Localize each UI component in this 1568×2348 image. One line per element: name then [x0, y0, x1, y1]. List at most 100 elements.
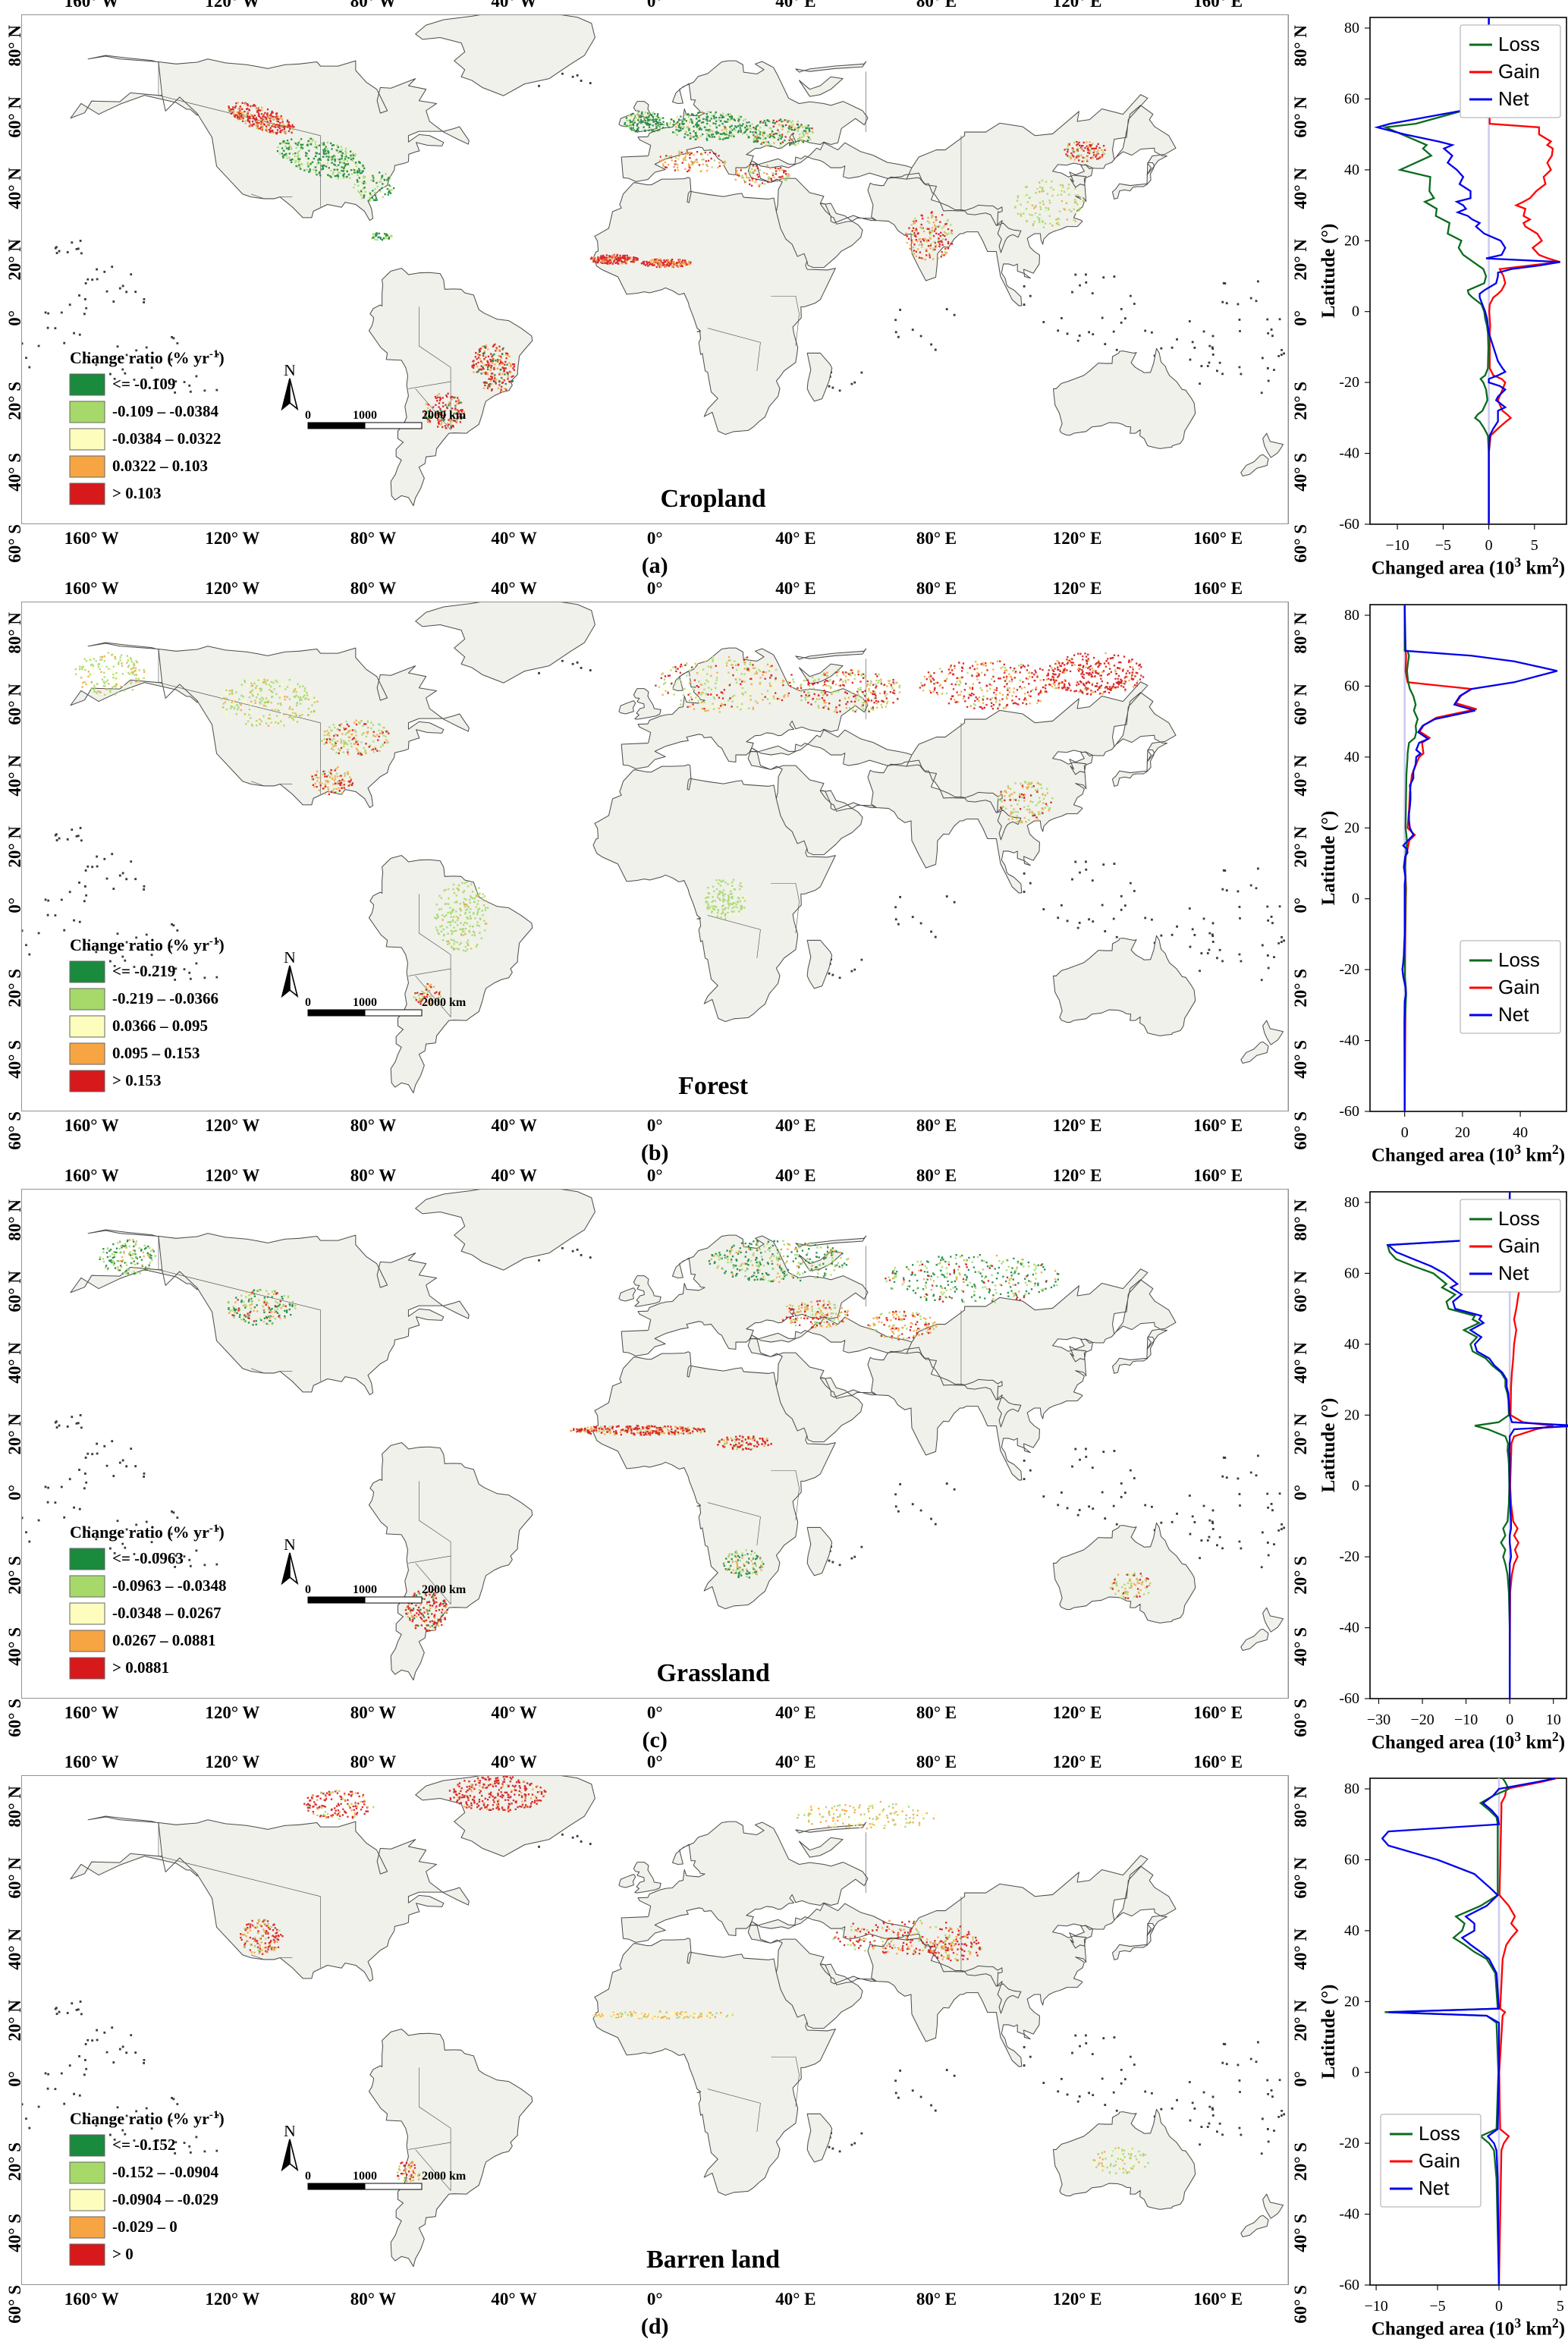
- svg-text:-40: -40: [1339, 1619, 1359, 1636]
- svg-text:5: 5: [1557, 2298, 1564, 2315]
- svg-text:0.0322 – 0.103: 0.0322 – 0.103: [112, 457, 208, 475]
- svg-text:40: 40: [1513, 1124, 1528, 1141]
- svg-text:Change ratio (% yr-1): Change ratio (% yr-1): [70, 348, 225, 367]
- svg-text:20: 20: [1344, 819, 1359, 836]
- svg-text:80: 80: [1344, 20, 1359, 36]
- svg-text:-20: -20: [1339, 374, 1359, 391]
- svg-text:80: 80: [1344, 607, 1359, 624]
- svg-text:> 0: > 0: [112, 2245, 134, 2263]
- svg-text:40: 40: [1344, 749, 1359, 765]
- svg-text:-60: -60: [1339, 516, 1359, 533]
- svg-text:> 0.153: > 0.153: [112, 1071, 161, 1089]
- svg-text:0: 0: [1485, 537, 1493, 554]
- svg-text:60: 60: [1344, 677, 1359, 694]
- svg-text:−10: −10: [1364, 2298, 1387, 2315]
- svg-text:> 0.103: > 0.103: [112, 484, 161, 502]
- svg-text:0: 0: [1495, 2298, 1503, 2315]
- svg-text:N: N: [284, 2126, 296, 2140]
- svg-text:0: 0: [305, 409, 311, 422]
- svg-text:-0.152 – -0.0904: -0.152 – -0.0904: [112, 2163, 218, 2181]
- svg-text:-40: -40: [1339, 1032, 1359, 1048]
- svg-text:<= -0.219: <= -0.219: [112, 962, 175, 980]
- svg-text:Net: Net: [1498, 1262, 1529, 1284]
- svg-text:0.0267 – 0.0881: 0.0267 – 0.0881: [112, 1631, 216, 1649]
- svg-text:Gain: Gain: [1498, 1234, 1540, 1257]
- svg-text:Gain: Gain: [1498, 976, 1540, 998]
- svg-text:-40: -40: [1339, 2206, 1359, 2223]
- svg-text:Loss: Loss: [1498, 33, 1540, 55]
- svg-text:Change ratio (% yr-1): Change ratio (% yr-1): [70, 935, 225, 954]
- svg-text:0.0366 – 0.095: 0.0366 – 0.095: [112, 1017, 208, 1035]
- svg-text:−5: −5: [1435, 537, 1451, 554]
- svg-text:-60: -60: [1339, 1690, 1359, 1707]
- svg-text:<= -0.152: <= -0.152: [112, 2136, 175, 2154]
- svg-text:0: 0: [1401, 1124, 1409, 1141]
- svg-text:1000: 1000: [353, 2170, 377, 2183]
- svg-text:2000 km: 2000 km: [422, 2170, 467, 2183]
- svg-text:-60: -60: [1339, 1103, 1359, 1120]
- svg-text:2000 km: 2000 km: [422, 996, 467, 1009]
- svg-text:Net: Net: [1498, 1003, 1529, 1026]
- svg-text:0: 0: [1506, 1711, 1513, 1728]
- svg-text:40: 40: [1344, 1335, 1359, 1352]
- svg-text:10: 10: [1546, 1711, 1561, 1728]
- svg-text:-0.109 – -0.0384: -0.109 – -0.0384: [112, 402, 218, 420]
- svg-text:20: 20: [1344, 1993, 1359, 2010]
- svg-text:<= -0.109: <= -0.109: [112, 375, 175, 393]
- svg-text:-0.0384 – 0.0322: -0.0384 – 0.0322: [112, 429, 222, 448]
- svg-text:2000 km: 2000 km: [422, 1583, 467, 1596]
- svg-text:Loss: Loss: [1498, 1207, 1540, 1230]
- svg-text:0: 0: [1352, 303, 1359, 320]
- svg-text:40: 40: [1344, 162, 1359, 178]
- svg-text:0.095 – 0.153: 0.095 – 0.153: [112, 1044, 200, 1062]
- svg-text:Change ratio (% yr-1): Change ratio (% yr-1): [70, 1523, 225, 1542]
- svg-text:20: 20: [1344, 1407, 1359, 1423]
- svg-text:Net: Net: [1419, 2177, 1450, 2199]
- svg-text:-0.0904 – -0.029: -0.0904 – -0.029: [112, 2190, 218, 2208]
- svg-text:-40: -40: [1339, 445, 1359, 462]
- svg-text:0: 0: [305, 1583, 311, 1596]
- svg-text:Gain: Gain: [1498, 60, 1540, 83]
- svg-text:0: 0: [305, 996, 311, 1009]
- svg-text:-20: -20: [1339, 2135, 1359, 2152]
- svg-text:1000: 1000: [353, 1583, 377, 1596]
- svg-text:20: 20: [1455, 1124, 1470, 1141]
- svg-text:N: N: [284, 365, 296, 379]
- svg-text:> 0.0881: > 0.0881: [112, 1658, 169, 1677]
- svg-text:Net: Net: [1498, 87, 1529, 110]
- svg-text:-20: -20: [1339, 961, 1359, 978]
- svg-text:5: 5: [1531, 537, 1538, 554]
- svg-text:-0.0348 – 0.0267: -0.0348 – 0.0267: [112, 1604, 222, 1622]
- svg-text:80: 80: [1344, 1781, 1359, 1797]
- svg-text:0: 0: [305, 2170, 311, 2183]
- svg-text:-0.0963 – -0.0348: -0.0963 – -0.0348: [112, 1576, 227, 1595]
- svg-text:N: N: [284, 952, 296, 967]
- svg-text:0: 0: [1352, 1477, 1359, 1494]
- svg-text:-20: -20: [1339, 1548, 1359, 1565]
- svg-text:80: 80: [1344, 1194, 1359, 1211]
- svg-text:-0.029 – 0: -0.029 – 0: [112, 2218, 178, 2236]
- svg-text:1000: 1000: [353, 409, 377, 422]
- svg-text:60: 60: [1344, 1852, 1359, 1869]
- svg-text:40: 40: [1344, 1922, 1359, 1939]
- svg-text:<= -0.0963: <= -0.0963: [112, 1549, 184, 1567]
- svg-text:60: 60: [1344, 1265, 1359, 1281]
- svg-text:−5: −5: [1429, 2298, 1445, 2315]
- svg-text:Gain: Gain: [1419, 2149, 1460, 2172]
- svg-text:0: 0: [1352, 890, 1359, 907]
- svg-text:−30: −30: [1367, 1711, 1390, 1728]
- svg-text:20: 20: [1344, 232, 1359, 249]
- svg-text:−10: −10: [1385, 537, 1409, 554]
- svg-text:0: 0: [1352, 2064, 1359, 2081]
- svg-text:Change ratio (% yr-1): Change ratio (% yr-1): [70, 2109, 225, 2128]
- svg-text:N: N: [284, 1539, 296, 1554]
- svg-text:Loss: Loss: [1498, 948, 1540, 971]
- svg-text:2000 km: 2000 km: [422, 409, 467, 422]
- svg-text:−10: −10: [1454, 1711, 1478, 1728]
- svg-text:−20: −20: [1410, 1711, 1434, 1728]
- svg-text:-0.219 – -0.0366: -0.219 – -0.0366: [112, 989, 218, 1007]
- svg-text:Loss: Loss: [1419, 2122, 1460, 2145]
- svg-text:60: 60: [1344, 90, 1359, 107]
- svg-text:1000: 1000: [353, 996, 377, 1009]
- svg-text:-60: -60: [1339, 2277, 1359, 2293]
